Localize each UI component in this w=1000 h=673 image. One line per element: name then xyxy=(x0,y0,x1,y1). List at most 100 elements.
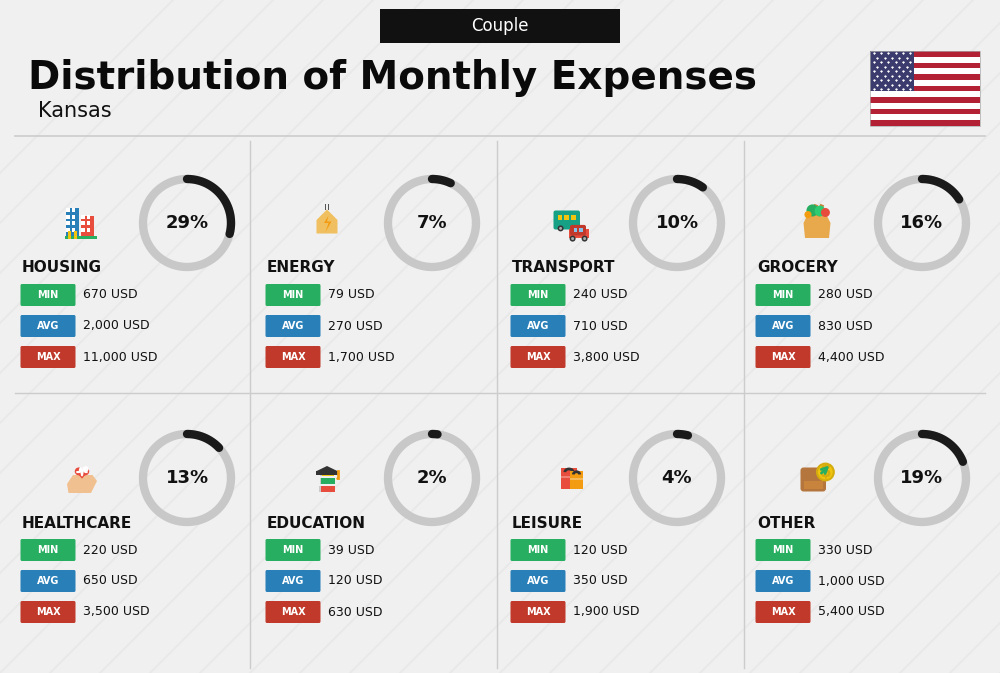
Bar xyxy=(561,476,577,478)
Text: AVG: AVG xyxy=(772,576,794,586)
Text: 120 USD: 120 USD xyxy=(573,544,628,557)
Bar xyxy=(564,215,569,220)
Circle shape xyxy=(571,225,577,232)
Text: AVG: AVG xyxy=(527,576,549,586)
Text: 3,800 USD: 3,800 USD xyxy=(573,351,640,363)
Bar xyxy=(85,468,87,470)
Bar xyxy=(319,485,335,491)
FancyBboxPatch shape xyxy=(511,570,566,592)
Text: MIN: MIN xyxy=(282,545,304,555)
Text: 2,000 USD: 2,000 USD xyxy=(83,320,150,332)
Polygon shape xyxy=(324,215,332,232)
Bar xyxy=(870,57,980,63)
Text: 4,400 USD: 4,400 USD xyxy=(818,351,885,363)
Text: 1,900 USD: 1,900 USD xyxy=(573,606,640,618)
Text: Kansas: Kansas xyxy=(38,101,112,121)
Bar xyxy=(320,470,322,476)
Circle shape xyxy=(84,467,88,470)
Text: EDUCATION: EDUCATION xyxy=(267,516,366,530)
Text: $: $ xyxy=(820,463,831,481)
Text: MAX: MAX xyxy=(526,607,550,617)
Text: 10%: 10% xyxy=(655,214,699,232)
FancyBboxPatch shape xyxy=(800,468,826,491)
Text: 2%: 2% xyxy=(417,469,447,487)
Circle shape xyxy=(817,464,834,481)
Bar xyxy=(66,227,70,232)
FancyBboxPatch shape xyxy=(756,570,810,592)
Text: 1,700 USD: 1,700 USD xyxy=(328,351,395,363)
Bar xyxy=(74,231,77,239)
Bar xyxy=(72,221,75,225)
Bar xyxy=(870,51,980,126)
Text: MAX: MAX xyxy=(36,352,60,362)
FancyBboxPatch shape xyxy=(511,601,566,623)
Text: AVG: AVG xyxy=(282,576,304,586)
FancyBboxPatch shape xyxy=(756,601,810,623)
Bar xyxy=(570,478,583,479)
Bar xyxy=(870,63,980,68)
Text: 5,400 USD: 5,400 USD xyxy=(818,606,885,618)
FancyBboxPatch shape xyxy=(20,570,76,592)
Bar xyxy=(65,236,97,239)
Text: MIN: MIN xyxy=(772,290,794,300)
Text: MAX: MAX xyxy=(526,352,550,362)
FancyBboxPatch shape xyxy=(266,346,320,368)
Bar xyxy=(870,103,980,109)
Circle shape xyxy=(559,227,562,230)
Text: 4%: 4% xyxy=(662,469,692,487)
Polygon shape xyxy=(316,466,338,471)
Bar xyxy=(870,109,980,114)
Text: MIN: MIN xyxy=(772,545,794,555)
Text: MIN: MIN xyxy=(282,290,304,300)
Text: 29%: 29% xyxy=(165,214,209,232)
FancyBboxPatch shape xyxy=(511,315,566,337)
Bar xyxy=(316,471,338,475)
Text: MAX: MAX xyxy=(36,607,60,617)
Bar xyxy=(72,227,75,232)
Circle shape xyxy=(815,205,825,217)
Bar xyxy=(870,68,980,74)
Text: Distribution of Monthly Expenses: Distribution of Monthly Expenses xyxy=(28,59,757,97)
FancyBboxPatch shape xyxy=(756,315,810,337)
Text: AVG: AVG xyxy=(527,321,549,331)
Polygon shape xyxy=(316,209,338,234)
Bar xyxy=(558,215,562,220)
Text: 7%: 7% xyxy=(417,214,447,232)
Text: 11,000 USD: 11,000 USD xyxy=(83,351,158,363)
Text: 13%: 13% xyxy=(165,469,209,487)
Text: OTHER: OTHER xyxy=(757,516,815,530)
Text: 120 USD: 120 USD xyxy=(328,575,382,588)
Circle shape xyxy=(81,468,89,475)
Bar xyxy=(87,215,90,219)
Bar xyxy=(320,470,334,476)
FancyBboxPatch shape xyxy=(266,315,320,337)
Circle shape xyxy=(570,236,576,242)
Text: 16%: 16% xyxy=(900,214,944,232)
Polygon shape xyxy=(804,214,830,238)
Bar xyxy=(574,228,577,232)
Polygon shape xyxy=(75,471,89,479)
Bar xyxy=(870,114,980,120)
Circle shape xyxy=(582,236,588,242)
FancyBboxPatch shape xyxy=(20,315,76,337)
Text: HEALTHCARE: HEALTHCARE xyxy=(22,516,132,530)
FancyBboxPatch shape xyxy=(266,601,320,623)
Bar xyxy=(870,51,980,57)
Text: 830 USD: 830 USD xyxy=(818,320,873,332)
Text: 330 USD: 330 USD xyxy=(818,544,872,557)
Text: MAX: MAX xyxy=(771,352,795,362)
Bar xyxy=(870,85,980,92)
Bar xyxy=(328,204,329,209)
Text: MIN: MIN xyxy=(37,545,59,555)
Bar xyxy=(68,231,71,239)
Text: AVG: AVG xyxy=(772,321,794,331)
Bar xyxy=(66,221,70,225)
FancyBboxPatch shape xyxy=(20,346,76,368)
Text: 79 USD: 79 USD xyxy=(328,289,375,302)
FancyBboxPatch shape xyxy=(756,284,810,306)
FancyBboxPatch shape xyxy=(511,284,566,306)
Text: MIN: MIN xyxy=(527,290,549,300)
Polygon shape xyxy=(67,475,97,493)
Circle shape xyxy=(571,237,574,240)
Text: 1,000 USD: 1,000 USD xyxy=(818,575,885,588)
